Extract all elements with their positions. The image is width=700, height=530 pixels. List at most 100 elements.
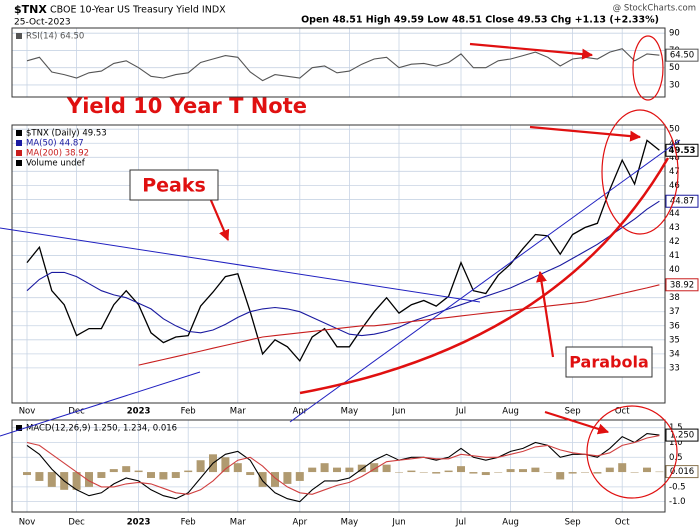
drawings: Yield 10 Year T Note Peaks Parabola: [0, 35, 681, 499]
legend-entry: $TNX (Daily) 49.53: [26, 129, 107, 139]
histogram-bar: [370, 463, 379, 473]
histogram-bar: [643, 467, 651, 473]
x-tick-label: Mar: [230, 518, 247, 528]
watermark: @ StockCharts.com: [613, 4, 696, 14]
x-tick-label: Jul: [455, 407, 466, 417]
histogram-bar: [506, 469, 515, 473]
histogram-bar: [271, 472, 279, 487]
annotation-box: [565, 346, 653, 378]
x-tick-label: Apr: [292, 518, 307, 528]
histogram-bar: [618, 463, 627, 473]
y-tick-label: 50: [669, 125, 680, 135]
x-tick-label: May: [341, 407, 359, 417]
macd-panel: [11, 419, 666, 513]
x-tick-label: Jun: [391, 518, 405, 528]
parabola-curve: [299, 157, 670, 395]
histogram-bar: [47, 472, 56, 487]
x-tick-label: Aug: [502, 518, 519, 528]
arrow: [208, 197, 230, 242]
legend-entry: MA(50) 44.87: [26, 139, 84, 149]
y-tick-label: 30: [669, 80, 680, 90]
y-tick-label: 0.5: [669, 453, 683, 463]
histogram-bar: [258, 472, 267, 487]
x-tick-label: Apr: [292, 407, 307, 417]
histogram-bar: [481, 472, 490, 476]
highlight-circle: [632, 35, 664, 101]
histogram-bar: [134, 470, 143, 473]
histogram-bar: [97, 472, 106, 478]
histogram-bar: [469, 472, 478, 474]
symbol: $TNX: [14, 3, 47, 16]
histogram-bar: [283, 472, 292, 484]
histogram-bar: [23, 472, 31, 476]
legend-swatch: [16, 140, 22, 146]
rsi-panel: [11, 27, 666, 98]
highlight-circle: [586, 405, 678, 499]
x-tick-label: May: [341, 518, 359, 528]
y-tick-label: 40: [669, 265, 680, 275]
histogram-bar: [655, 471, 664, 473]
histogram-bar: [122, 466, 131, 473]
quote: Open 48.51 High 49.59 Low 48.51 Close 49…: [301, 15, 659, 26]
y-tick-label: 34: [669, 349, 680, 359]
y-tick-label: 33: [669, 363, 680, 373]
security-name: CBOE 10-Year US Treasury Yield INDX: [50, 5, 226, 16]
price-panel: [11, 124, 666, 404]
histogram-bar: [581, 472, 589, 473]
y-tick-label: 1.5: [669, 423, 683, 433]
series-line: [26, 139, 660, 363]
series-line: [26, 433, 660, 503]
x-tick-label: Feb: [181, 518, 196, 528]
last-value-label: 44.87: [670, 197, 694, 207]
histogram-bar: [345, 467, 354, 473]
x-tick-label: 2023: [127, 407, 151, 417]
y-tick-label: -1.0: [669, 497, 686, 507]
y-tick-label: 90: [669, 29, 680, 39]
histogram-bar: [184, 470, 193, 473]
y-tick-label: 42: [669, 237, 680, 247]
series-line: [26, 435, 660, 495]
y-tick-label: 48: [669, 153, 680, 163]
histogram-bar: [308, 467, 317, 473]
y-tick-label: -0.5: [669, 482, 686, 492]
annotation-title: Yield 10 Year T Note: [66, 94, 307, 118]
last-value-label: 64.50: [670, 51, 694, 61]
last-value-box: [665, 278, 699, 292]
histogram-bar: [432, 472, 441, 474]
histogram-bar: [147, 472, 155, 478]
y-tick-label: 44: [669, 209, 680, 219]
annotation-parabola: Parabola: [569, 353, 649, 372]
last-value-label: 1.250: [670, 431, 694, 441]
last-value-label: 0.016: [670, 467, 694, 477]
last-value-box: [665, 48, 699, 62]
last-value-box: [665, 428, 699, 442]
x-tick-label: Feb: [181, 407, 196, 417]
histogram-bar: [320, 463, 329, 473]
y-tick-label: 36: [669, 321, 680, 331]
x-tick-label: Nov: [19, 407, 36, 417]
legend-entry: RSI(14) 64.50: [26, 32, 84, 42]
histogram-bar: [419, 472, 428, 473]
grid: [12, 28, 665, 512]
histogram-bar: [171, 472, 180, 478]
x-tick-label: Jun: [391, 407, 405, 417]
histogram-bar: [109, 469, 118, 473]
y-tick-label: 35: [669, 335, 680, 345]
histogram-bar: [72, 472, 81, 490]
trend-line: [0, 371, 201, 437]
histogram-bar: [568, 472, 577, 474]
trend-line: [289, 139, 681, 423]
x-tick-label: Dec: [68, 518, 85, 528]
y-tick-label: 37: [669, 307, 680, 317]
histogram-bar: [395, 472, 403, 473]
last-value-label: 49.53: [669, 146, 696, 156]
histogram-bar: [494, 472, 503, 473]
histogram-bar: [333, 467, 341, 473]
x-tick-label: Jul: [455, 518, 466, 528]
x-tick-label: 2023: [127, 518, 151, 528]
histogram-bar: [531, 467, 540, 473]
histogram-bar: [543, 472, 552, 473]
annotation-box: [129, 169, 219, 201]
x-tick-label: Oct: [615, 407, 630, 417]
